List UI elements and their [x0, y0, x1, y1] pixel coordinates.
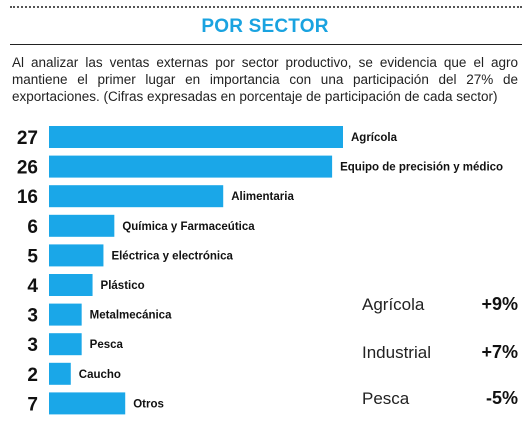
bar-otros	[49, 392, 126, 415]
bar-equipo-de-precision-y-medico	[49, 155, 333, 178]
stat-value-pesca: -5%	[485, 388, 518, 408]
stat-value-industrial: +7%	[481, 342, 518, 362]
category-label-caucho: Caucho	[79, 369, 121, 381]
category-label-pesca: Pesca	[90, 339, 124, 351]
value-label-agricola: 27	[17, 128, 38, 149]
value-label-caucho: 2	[27, 365, 38, 386]
category-label-plastico: Plástico	[101, 280, 145, 292]
chart-description: Al analizar las ventas externas por sect…	[12, 55, 518, 104]
category-label-electrica-y-electronica: Eléctrica y electrónica	[111, 250, 233, 262]
value-label-pesca: 3	[27, 335, 38, 356]
category-label-otros: Otros	[133, 398, 164, 410]
value-label-alimentaria: 16	[17, 187, 38, 208]
category-label-quimica-y-farmaceutica: Química y Farmaceútica	[122, 221, 255, 233]
top-dotted-rule	[10, 6, 522, 8]
category-label-alimentaria: Alimentaria	[231, 191, 294, 203]
category-label-agricola: Agrícola	[351, 132, 398, 144]
bar-plastico	[49, 274, 93, 296]
category-label-metalmecanica: Metalmecánica	[90, 310, 172, 322]
bar-pesca	[49, 333, 82, 356]
stat-label-pesca: Pesca	[362, 389, 410, 408]
value-label-electrica-y-electronica: 5	[27, 246, 38, 267]
stat-value-agricola: +9%	[481, 294, 518, 314]
bar-quimica-y-farmaceutica	[49, 214, 115, 237]
bar-caucho	[49, 362, 71, 385]
value-label-equipo-de-precision-y-medico: 26	[17, 158, 38, 179]
value-label-otros: 7	[27, 394, 38, 415]
bar-metalmecanica	[49, 303, 82, 326]
value-label-metalmecanica: 3	[27, 306, 38, 327]
stat-label-agricola: Agrícola	[362, 295, 425, 314]
value-label-plastico: 4	[27, 276, 38, 297]
category-label-equipo-de-precision-y-medico: Equipo de precisión y médico	[340, 162, 503, 174]
chart-title: POR SECTOR	[201, 16, 329, 37]
bar-agricola	[49, 126, 343, 148]
value-label-quimica-y-farmaceutica: 6	[27, 217, 38, 238]
bar-alimentaria	[49, 185, 224, 208]
title-divider	[10, 44, 522, 45]
stat-label-industrial: Industrial	[362, 343, 431, 362]
bar-electrica-y-electronica	[49, 244, 104, 267]
